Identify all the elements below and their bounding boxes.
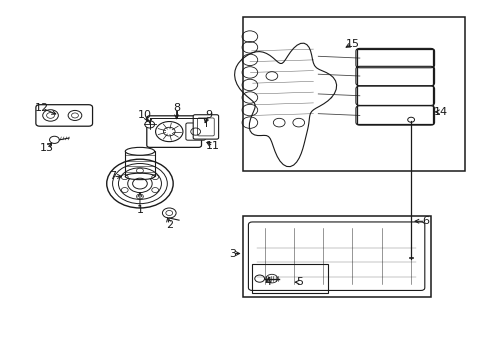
Text: 4: 4 — [265, 277, 272, 287]
Text: 11: 11 — [206, 141, 220, 151]
FancyBboxPatch shape — [193, 115, 219, 139]
Text: 12: 12 — [35, 103, 49, 113]
Text: 15: 15 — [345, 39, 360, 49]
Text: 6: 6 — [422, 216, 429, 226]
Bar — [243, 17, 465, 171]
Text: 2: 2 — [166, 220, 173, 230]
Bar — [357, 49, 433, 125]
Bar — [125, 151, 155, 176]
Ellipse shape — [125, 147, 155, 155]
Bar — [243, 216, 431, 297]
Text: 10: 10 — [138, 111, 152, 121]
Text: 9: 9 — [205, 111, 212, 121]
Text: 3: 3 — [229, 248, 236, 258]
Text: 7: 7 — [109, 171, 117, 181]
Text: 5: 5 — [296, 277, 303, 287]
Circle shape — [49, 136, 59, 143]
Text: 13: 13 — [40, 143, 54, 153]
Text: 8: 8 — [173, 103, 180, 113]
FancyBboxPatch shape — [186, 123, 205, 140]
FancyBboxPatch shape — [147, 116, 201, 147]
Text: 1: 1 — [136, 206, 144, 216]
Text: 14: 14 — [433, 107, 447, 117]
Circle shape — [145, 121, 155, 128]
Ellipse shape — [125, 173, 155, 180]
Bar — [252, 264, 328, 293]
FancyBboxPatch shape — [36, 105, 93, 126]
